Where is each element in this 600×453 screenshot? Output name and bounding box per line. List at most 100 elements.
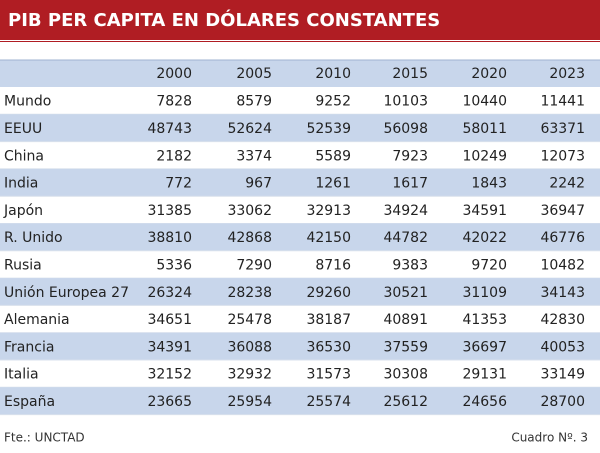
cell-value: 29131 [462, 367, 507, 383]
cell-value: 46776 [540, 230, 585, 246]
cell-value: 10249 [462, 148, 507, 164]
cell-value: 26324 [147, 285, 192, 301]
row-label: Unión Europea 27 [4, 285, 129, 301]
column-header: 2000 [156, 66, 192, 82]
cell-value: 1261 [315, 176, 351, 192]
cell-value: 37559 [383, 339, 428, 355]
row-band [0, 114, 600, 142]
cell-value: 967 [245, 176, 272, 192]
header-row [0, 60, 600, 87]
cell-value: 41353 [462, 312, 507, 328]
cell-value: 52624 [227, 121, 272, 137]
row-band [0, 278, 600, 306]
row-label: Rusia [4, 257, 42, 273]
cell-value: 40891 [383, 312, 428, 328]
row-band [0, 223, 600, 251]
row-band [0, 332, 600, 360]
cell-value: 36697 [462, 339, 507, 355]
cell-value: 10103 [383, 94, 428, 110]
column-header: 2010 [315, 66, 351, 82]
row-label: EEUU [4, 121, 42, 137]
cell-value: 42022 [462, 230, 507, 246]
cell-value: 5336 [156, 257, 192, 273]
cell-value: 9252 [315, 94, 351, 110]
cell-value: 11441 [540, 94, 585, 110]
column-header: 2015 [392, 66, 428, 82]
row-label: China [4, 148, 44, 164]
column-header: 2005 [236, 66, 272, 82]
row-label: España [4, 394, 55, 410]
cell-value: 34924 [383, 203, 428, 219]
source: Fte.: UNCTAD [4, 431, 85, 445]
cell-value: 772 [165, 176, 192, 192]
cell-value: 10440 [462, 94, 507, 110]
cell-value: 25478 [227, 312, 272, 328]
cell-value: 31109 [462, 285, 507, 301]
cell-value: 29260 [306, 285, 351, 301]
cell-value: 48743 [147, 121, 192, 137]
cell-value: 30521 [383, 285, 428, 301]
cell-value: 25954 [227, 394, 272, 410]
cell-value: 32152 [147, 367, 192, 383]
cell-value: 23665 [147, 394, 192, 410]
cell-value: 3374 [236, 148, 272, 164]
cell-value: 2242 [549, 176, 585, 192]
cell-value: 42868 [227, 230, 272, 246]
cell-value: 34651 [147, 312, 192, 328]
cell-value: 38810 [147, 230, 192, 246]
cell-value: 8579 [236, 94, 272, 110]
cell-value: 34591 [462, 203, 507, 219]
title-bar [0, 0, 600, 40]
table-label: Cuadro Nº. 3 [511, 431, 588, 445]
cell-value: 63371 [540, 121, 585, 137]
cell-value: 25574 [306, 394, 351, 410]
cell-value: 10482 [540, 257, 585, 273]
row-label: Italia [4, 367, 39, 383]
cell-value: 42150 [306, 230, 351, 246]
column-header: 2023 [549, 66, 585, 82]
cell-value: 56098 [383, 121, 428, 137]
cell-value: 34391 [147, 339, 192, 355]
row-label: Alemania [4, 312, 70, 328]
cell-value: 36947 [540, 203, 585, 219]
cell-value: 33149 [540, 367, 585, 383]
cell-value: 42830 [540, 312, 585, 328]
title: PIB PER CAPITA EN DÓLARES CONSTANTES [8, 9, 440, 31]
cell-value: 5589 [315, 148, 351, 164]
cell-value: 31385 [147, 203, 192, 219]
cell-value: 28238 [227, 285, 272, 301]
cell-value: 8716 [315, 257, 351, 273]
cell-value: 9720 [471, 257, 507, 273]
column-header: 2020 [471, 66, 507, 82]
cell-value: 32932 [227, 367, 272, 383]
row-band [0, 168, 600, 197]
cell-value: 1617 [392, 176, 428, 192]
row-label: India [4, 176, 38, 192]
cell-value: 2182 [156, 148, 192, 164]
cell-value: 33062 [227, 203, 272, 219]
row-label: Japón [3, 203, 43, 219]
cell-value: 34143 [540, 285, 585, 301]
cell-value: 40053 [540, 339, 585, 355]
row-label: R. Unido [4, 230, 63, 246]
cell-value: 7290 [236, 257, 272, 273]
cell-value: 44782 [383, 230, 428, 246]
cell-value: 7923 [392, 148, 428, 164]
cell-value: 58011 [462, 121, 507, 137]
row-label: Francia [4, 339, 54, 355]
cell-value: 36088 [227, 339, 272, 355]
cell-value: 36530 [306, 339, 351, 355]
cell-value: 24656 [462, 394, 507, 410]
cell-value: 52539 [306, 121, 351, 137]
cell-value: 7828 [156, 94, 192, 110]
cell-value: 32913 [306, 203, 351, 219]
row-label: Mundo [4, 94, 51, 110]
cell-value: 28700 [540, 394, 585, 410]
cell-value: 25612 [383, 394, 428, 410]
cell-value: 30308 [383, 367, 428, 383]
cell-value: 9383 [392, 257, 428, 273]
cell-value: 12073 [540, 148, 585, 164]
cell-value: 31573 [306, 367, 351, 383]
cell-value: 38187 [306, 312, 351, 328]
